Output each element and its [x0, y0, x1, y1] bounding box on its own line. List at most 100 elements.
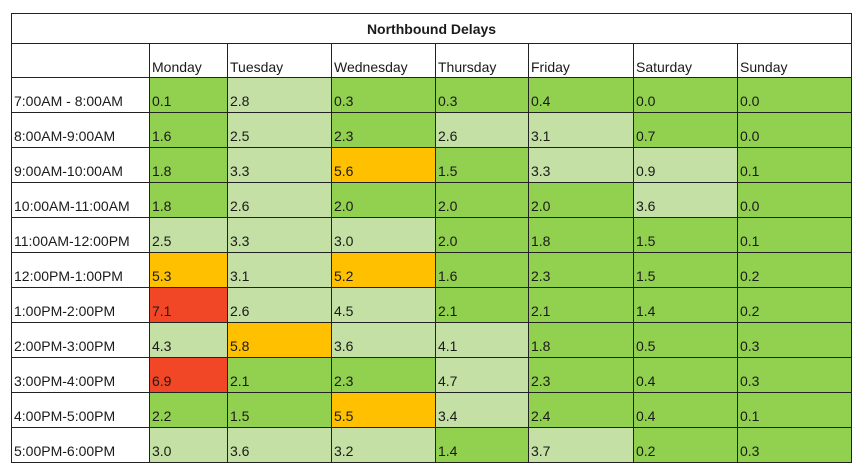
- time-slot-label: 3:00PM-4:00PM: [11, 357, 150, 393]
- delay-cell: 2.0: [435, 217, 529, 253]
- delay-cell: 6.9: [149, 357, 228, 393]
- corner-cell: [11, 43, 150, 78]
- delay-cell: 3.7: [528, 427, 634, 463]
- delay-cell: 4.1: [435, 322, 529, 358]
- delay-cell: 2.6: [435, 112, 529, 148]
- delay-cell: 0.3: [737, 322, 852, 358]
- delay-cell: 0.7: [633, 112, 738, 148]
- delay-cell: 1.5: [227, 392, 332, 428]
- delay-cell: 3.3: [227, 147, 332, 183]
- delay-cell: 3.0: [149, 427, 228, 463]
- delay-cell: 0.2: [737, 287, 852, 323]
- table-row: 2:00PM-3:00PM 4.3 5.8 3.6 4.1 1.8 0.5 0.3: [11, 322, 852, 358]
- table-row: 1:00PM-2:00PM 7.1 2.6 4.5 2.1 2.1 1.4 0.2: [11, 287, 852, 323]
- delay-cell: 2.8: [227, 77, 332, 113]
- delay-cell: 2.3: [331, 112, 436, 148]
- day-header-sunday: Sunday: [737, 43, 852, 78]
- table-row: 11:00AM-12:00PM 2.5 3.3 3.0 2.0 1.8 1.5 0.1: [11, 217, 852, 253]
- delay-cell: 2.0: [331, 182, 436, 218]
- time-slot-label: 9:00AM-10:00AM: [11, 147, 150, 183]
- time-slot-label: 11:00AM-12:00PM: [11, 217, 150, 253]
- delay-cell: 2.0: [435, 182, 529, 218]
- table-row: 5:00PM-6:00PM 3.0 3.6 3.2 1.4 3.7 0.2 0.3: [11, 427, 852, 463]
- delay-cell: 2.1: [528, 287, 634, 323]
- delay-cell: 0.1: [737, 147, 852, 183]
- table-title-row: Northbound Delays: [11, 13, 852, 44]
- delay-cell: 5.6: [331, 147, 436, 183]
- delay-cell: 0.1: [737, 217, 852, 253]
- day-header-row: Monday Tuesday Wednesday Thursday Friday…: [11, 43, 852, 78]
- delay-cell: 2.0: [528, 182, 634, 218]
- table-row: 3:00PM-4:00PM 6.9 2.1 2.3 4.7 2.3 0.4 0.3: [11, 357, 852, 393]
- delay-cell: 2.5: [227, 112, 332, 148]
- delay-cell: 1.8: [528, 322, 634, 358]
- day-header-wednesday: Wednesday: [331, 43, 436, 78]
- delay-cell: 0.9: [633, 147, 738, 183]
- delay-cell: 0.3: [331, 77, 436, 113]
- delay-cell: 2.5: [149, 217, 228, 253]
- delay-cell: 5.2: [331, 252, 436, 288]
- northbound-delays-table: Northbound Delays Monday Tuesday Wednesd…: [11, 13, 852, 463]
- time-slot-label: 4:00PM-5:00PM: [11, 392, 150, 428]
- time-slot-label: 5:00PM-6:00PM: [11, 427, 150, 463]
- time-slot-label: 12:00PM-1:00PM: [11, 252, 150, 288]
- delay-cell: 5.3: [149, 252, 228, 288]
- table-row: 7:00AM - 8:00AM 0.1 2.8 0.3 0.3 0.4 0.0 0.0: [11, 77, 852, 113]
- delay-cell: 0.3: [737, 427, 852, 463]
- delay-cell: 3.4: [435, 392, 529, 428]
- time-slot-label: 7:00AM - 8:00AM: [11, 77, 150, 113]
- delay-cell: 3.6: [331, 322, 436, 358]
- table-row: 12:00PM-1:00PM 5.3 3.1 5.2 1.6 2.3 1.5 0.2: [11, 252, 852, 288]
- delay-cell: 0.2: [633, 427, 738, 463]
- delay-cell: 4.3: [149, 322, 228, 358]
- day-header-thursday: Thursday: [435, 43, 529, 78]
- delay-cell: 0.4: [633, 357, 738, 393]
- day-header-friday: Friday: [528, 43, 634, 78]
- time-slot-label: 2:00PM-3:00PM: [11, 322, 150, 358]
- delay-cell: 4.5: [331, 287, 436, 323]
- table-row: 4:00PM-5:00PM 2.2 1.5 5.5 3.4 2.4 0.4 0.1: [11, 392, 852, 428]
- day-header-tuesday: Tuesday: [227, 43, 332, 78]
- delay-cell: 0.2: [737, 252, 852, 288]
- delay-cell: 0.0: [737, 182, 852, 218]
- delay-cell: 2.6: [227, 287, 332, 323]
- delay-cell: 3.2: [331, 427, 436, 463]
- table-title: Northbound Delays: [11, 13, 852, 44]
- delay-rows: 7:00AM - 8:00AM 0.1 2.8 0.3 0.3 0.4 0.0 0.0 8:00…: [11, 77, 852, 463]
- delay-cell: 1.4: [435, 427, 529, 463]
- delay-cell: 1.6: [435, 252, 529, 288]
- delay-cell: 0.0: [737, 112, 852, 148]
- delay-cell: 1.5: [435, 147, 529, 183]
- delay-table-container: Northbound Delays Monday Tuesday Wednesd…: [11, 13, 852, 463]
- delay-cell: 1.8: [149, 147, 228, 183]
- table-row: 8:00AM-9:00AM 1.6 2.5 2.3 2.6 3.1 0.7 0.0: [11, 112, 852, 148]
- delay-cell: 0.5: [633, 322, 738, 358]
- time-slot-label: 8:00AM-9:00AM: [11, 112, 150, 148]
- delay-cell: 1.5: [633, 252, 738, 288]
- delay-cell: 2.2: [149, 392, 228, 428]
- delay-cell: 7.1: [149, 287, 228, 323]
- delay-cell: 3.0: [331, 217, 436, 253]
- delay-cell: 1.5: [633, 217, 738, 253]
- table-row: 9:00AM-10:00AM 1.8 3.3 5.6 1.5 3.3 0.9 0.1: [11, 147, 852, 183]
- time-slot-label: 10:00AM-11:00AM: [11, 182, 150, 218]
- delay-cell: 5.8: [227, 322, 332, 358]
- delay-cell: 1.6: [149, 112, 228, 148]
- delay-cell: 5.5: [331, 392, 436, 428]
- table-row: 10:00AM-11:00AM 1.8 2.6 2.0 2.0 2.0 3.6 0.0: [11, 182, 852, 218]
- delay-cell: 1.8: [528, 217, 634, 253]
- delay-cell: 3.3: [227, 217, 332, 253]
- delay-cell: 0.4: [633, 392, 738, 428]
- delay-cell: 4.7: [435, 357, 529, 393]
- day-header-saturday: Saturday: [633, 43, 738, 78]
- delay-cell: 3.6: [227, 427, 332, 463]
- delay-cell: 1.4: [633, 287, 738, 323]
- delay-cell: 2.3: [528, 357, 634, 393]
- time-slot-label: 1:00PM-2:00PM: [11, 287, 150, 323]
- delay-cell: 3.6: [633, 182, 738, 218]
- delay-cell: 2.3: [528, 252, 634, 288]
- delay-cell: 0.0: [737, 77, 852, 113]
- delay-cell: 3.1: [528, 112, 634, 148]
- delay-cell: 0.3: [737, 357, 852, 393]
- delay-cell: 2.3: [331, 357, 436, 393]
